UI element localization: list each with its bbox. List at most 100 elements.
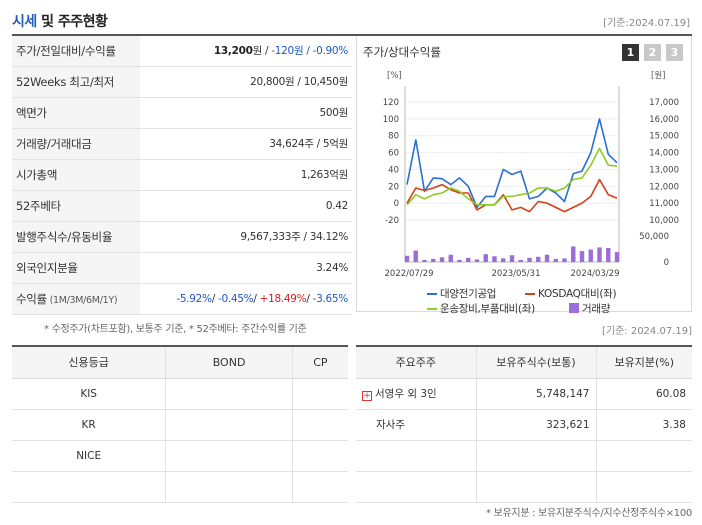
credit-cell: NICE xyxy=(12,440,166,472)
chart-page-button-2[interactable]: 2 xyxy=(644,44,661,61)
credit-column-header: CP xyxy=(291,347,348,379)
legend-item-volume: 거래량 xyxy=(569,301,610,316)
volume-bar xyxy=(457,259,462,262)
right-tick-label: 15,000 xyxy=(649,132,679,142)
footnote-right: * 보유지분 : 보유지분주식수/지수산정주식수×100 xyxy=(486,508,692,519)
price-info-table: 주가/전일대비/수익률 13,200원 / -120원 / -0.90% 52Wee… xyxy=(12,36,352,315)
info-value-part: 34,624주 / 5억원 xyxy=(269,138,348,150)
info-row: 거래량/거래대금 34,624주 / 5억원 xyxy=(12,129,352,160)
credit-cell: KIS xyxy=(12,378,166,410)
expand-plus-icon[interactable]: + xyxy=(362,391,372,401)
left-tick-label: 0 xyxy=(394,199,399,209)
credit-cell: KR xyxy=(12,409,166,441)
holder-name: 자사주 xyxy=(356,409,476,441)
info-row: 주가/전일대비/수익률 13,200원 / -120원 / -0.90% xyxy=(12,36,352,67)
info-label: 시가총액 xyxy=(12,160,140,190)
table-row xyxy=(356,440,692,472)
info-label: 주가/전일대비/수익률 xyxy=(12,36,140,66)
info-label: 수익률 (1M/3M/6M/1Y) xyxy=(12,284,140,314)
left-tick-label: 80 xyxy=(388,132,399,142)
holder-name-text: 서영우 외 3인 xyxy=(375,388,437,400)
legend-swatch xyxy=(427,293,437,295)
holder-name: + 서영우 외 3인 xyxy=(356,378,476,410)
volume-bar xyxy=(431,258,436,262)
chart-page-button-1[interactable]: 1 xyxy=(622,44,639,61)
holder-percent xyxy=(595,440,692,472)
right-tick-label: 12,000 xyxy=(649,182,679,192)
volume-bar xyxy=(492,256,497,262)
left-tick-label: 100 xyxy=(383,115,399,125)
info-value: 34,624주 / 5억원 xyxy=(269,129,348,159)
info-row: 액면가 500원 xyxy=(12,98,352,129)
legend-item-sector: 운송장비,부품대비(좌) xyxy=(427,301,535,316)
info-label-sub: (1M/3M/6M/1Y) xyxy=(46,295,118,306)
holder-shares xyxy=(475,471,596,503)
volume-bar xyxy=(597,247,602,262)
credit-cell xyxy=(291,471,348,503)
volume-bar xyxy=(439,257,445,262)
info-value-part: 20,800원 / 10,450원 xyxy=(250,76,348,88)
volume-bar xyxy=(588,249,593,262)
volume-bar xyxy=(553,258,558,262)
x-tick-label: 2023/05/31 xyxy=(492,269,541,279)
info-row: 52주베타 0.42 xyxy=(12,191,352,222)
right-tick-label: 11,000 xyxy=(649,199,679,209)
info-value-part: 0.42 xyxy=(325,200,348,212)
holder-column-header: 보유주식수(보통) xyxy=(475,347,596,379)
info-value-part: 500원 xyxy=(319,107,348,119)
credit-cell xyxy=(12,471,166,503)
table-row xyxy=(356,471,692,503)
x-tick-label: 2022/07/29 xyxy=(385,269,434,279)
info-label: 거래량/거래대금 xyxy=(12,129,140,159)
info-value-part: -0.90% xyxy=(312,45,349,57)
asof-date: [기준:2024.07.19] xyxy=(603,18,690,29)
info-row: 52Weeks 최고/최저 20,800원 / 10,450원 xyxy=(12,67,352,98)
left-tick-label: 40 xyxy=(388,165,399,175)
volume-bar xyxy=(509,255,515,262)
info-row: 시가총액 1,263억원 xyxy=(12,160,352,191)
right-tick-label: 14,000 xyxy=(649,149,679,159)
volume-tick-label: 50,000 xyxy=(639,232,669,242)
info-value-part: 13,200 xyxy=(213,45,253,57)
info-label: 외국인지분율 xyxy=(12,253,140,283)
holder-shares: 323,621 xyxy=(475,409,596,441)
volume-bar xyxy=(544,254,550,262)
volume-bar xyxy=(422,259,427,262)
info-row: 발행주식수/유동비율 9,567,333주 / 34.12% xyxy=(12,222,352,253)
info-label: 52Weeks 최고/최저 xyxy=(12,67,140,97)
info-value-part: 원 / xyxy=(293,45,313,57)
volume-bar xyxy=(404,255,410,262)
info-value: 0.42 xyxy=(326,191,348,221)
asof-date-shareholders: [기준: 2024.07.19] xyxy=(601,326,692,337)
legend-swatch xyxy=(525,293,535,295)
info-row: 외국인지분율 3.24% xyxy=(12,253,352,284)
table-row: NICE xyxy=(12,440,348,472)
volume-bar xyxy=(413,250,418,262)
series-line-1 xyxy=(406,118,618,209)
divider xyxy=(12,34,692,36)
holder-column-header: 보유지분(%) xyxy=(595,347,692,379)
left-tick-label: -20 xyxy=(385,216,399,226)
info-value-part: 원 / xyxy=(252,45,272,57)
credit-cell xyxy=(291,409,348,441)
legend-item-kosdaq: KOSDAQ대비(좌) xyxy=(525,286,617,301)
holder-name xyxy=(356,440,476,472)
credit-cell xyxy=(165,471,293,503)
chart-page-button-3[interactable]: 3 xyxy=(666,44,683,61)
relative-return-chart: [%] [원] 120 17,000 100 16,000 80 15,000 60 14,000… xyxy=(383,71,679,279)
volume-bar xyxy=(474,259,480,262)
volume-bar xyxy=(501,258,506,262)
info-value-part: -0.45% xyxy=(217,293,254,305)
holder-percent: 3.38 xyxy=(595,409,692,441)
volume-bar xyxy=(579,251,585,262)
x-tick-label: 2024/03/29 xyxy=(571,269,620,279)
info-value-part: 9,567,333주 / 34.12% xyxy=(240,231,348,243)
info-value: 13,200원 / -120원 / -0.90% xyxy=(214,36,348,66)
footnote-left: * 수정주가(차트포함), 보통주 기준, * 52주베타: 주간수익률 기준 xyxy=(44,324,307,335)
holder-percent: 60.08 xyxy=(595,378,692,410)
credit-cell xyxy=(165,409,293,441)
info-row: 수익률 (1M/3M/6M/1Y) -5.92%/ -0.45%/ +18.49%… xyxy=(12,284,352,315)
info-label: 발행주식수/유동비율 xyxy=(12,222,140,252)
credit-column-header: BOND xyxy=(165,347,293,379)
